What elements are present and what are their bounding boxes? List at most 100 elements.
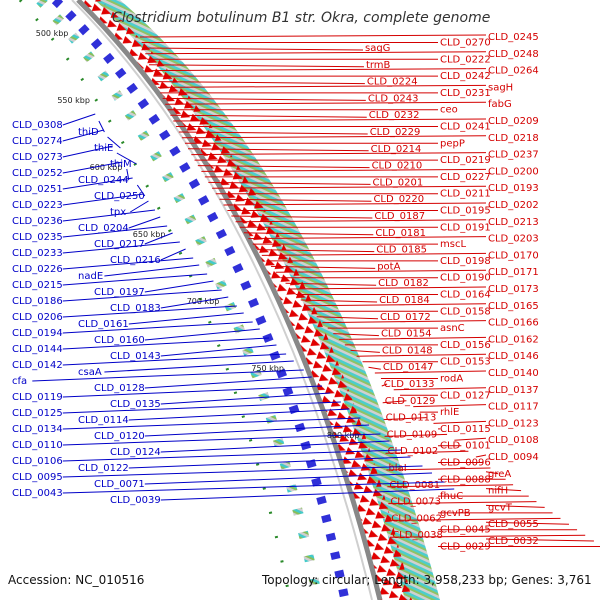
reverse-gene-connector [128, 216, 161, 229]
forward-gene-connector [485, 471, 499, 475]
reverse-gene-label: CLD_0204 [78, 223, 129, 234]
forward-gene-label: CLD_0115 [440, 424, 491, 435]
reverse-gene-label: CLD_0071 [94, 479, 145, 490]
forward-gene-connector [285, 282, 377, 286]
forward-gene-label: CLD_0148 [382, 345, 433, 356]
forward-gene-label: CLD_0133 [384, 379, 435, 390]
reverse-gene-label: CLD_0226 [12, 264, 63, 275]
forward-gene-label: CLD_0243 [368, 93, 419, 104]
reverse-gene-label: thiD [78, 127, 99, 138]
reverse-gene-label: CLD_0186 [12, 296, 63, 307]
reverse-gene-label: CLD_0250 [94, 191, 145, 202]
forward-gene-label: CLD_0200 [488, 166, 539, 177]
reverse-gene-connector [62, 161, 123, 174]
reverse-gene-label: CLD_0122 [78, 463, 129, 474]
forward-gene-label: asnC [440, 323, 465, 334]
forward-gene-label: CLD_0101 [440, 441, 491, 452]
forward-gene-label: CLD_0146 [488, 351, 539, 362]
reverse-gene-connector [62, 177, 133, 190]
forward-gene-label: CLD_0213 [488, 217, 539, 228]
forward-gene-label: CLD_0218 [488, 133, 539, 144]
forward-gene-label: pepP [440, 138, 465, 149]
forward-gene-label: rodA [440, 374, 463, 385]
reverse-gene-label: CLD_0124 [110, 447, 161, 458]
forward-gene-label: CLD_0187 [374, 211, 425, 222]
reverse-gene-connector [136, 184, 146, 197]
reverse-gene-label: CLD_0114 [78, 415, 129, 426]
forward-gene-label: CLD_0241 [440, 122, 491, 133]
reverse-gene-label: CLD_0194 [12, 328, 63, 339]
reverse-gene-label: CLD_0143 [110, 351, 161, 362]
forward-gene-label: CLD_0137 [488, 385, 539, 396]
forward-gene-label: sagH [488, 82, 513, 93]
forward-gene-label: CLD_0171 [488, 267, 539, 278]
reverse-gene-connector [144, 376, 312, 389]
topology-summary: Topology: circular; Length: 3,958,233 bp… [262, 573, 592, 587]
forward-gene-connector [235, 219, 487, 223]
forward-gene-connector [339, 336, 487, 340]
forward-gene-connector [475, 454, 487, 458]
forward-gene-label: CLD_0220 [373, 194, 424, 205]
forward-gene-label: mscL [440, 239, 466, 250]
forward-gene-label: gcvPB [440, 508, 471, 519]
reverse-gene-connector [62, 241, 180, 254]
reverse-gene-label: CLD_0251 [12, 184, 63, 195]
forward-gene-label: CLD_0055 [488, 519, 539, 530]
forward-gene-connector [231, 215, 373, 219]
reverse-gene-label: CLD_0235 [12, 232, 63, 243]
reverse-gene-label: CLD_0039 [110, 495, 161, 506]
forward-gene-connector [433, 420, 487, 424]
forward-gene-connector [386, 467, 491, 471]
reverse-gene-connector [62, 401, 341, 414]
forward-gene-label: CLD_0173 [488, 284, 539, 295]
map-title: Clostridium botulinum B1 str. Okra, comp… [112, 10, 491, 26]
forward-gene-label: CLD_0123 [488, 418, 539, 429]
forward-gene-connector [173, 118, 487, 122]
forward-gene-connector [393, 387, 487, 391]
forward-gene-label: CLD_0154 [381, 329, 432, 340]
reverse-strand-band [51, 0, 350, 600]
reverse-gene-label: CLD_0233 [12, 248, 63, 259]
reverse-gene-label: csaA [78, 367, 102, 378]
forward-gene-label: CLD_0193 [488, 183, 539, 194]
forward-gene-connector [390, 534, 586, 538]
forward-gene-connector [143, 47, 364, 51]
forward-gene-connector [387, 484, 514, 488]
forward-gene-label: CLD_0045 [440, 525, 491, 536]
reverse-gene-connector [62, 337, 270, 350]
forward-gene-connector [374, 370, 487, 374]
forward-gene-label: CLD_0201 [373, 177, 424, 188]
reverse-gene-connector [32, 369, 304, 382]
forward-gene-label: fhuC [440, 491, 463, 502]
reverse-cog-ring [36, 0, 323, 600]
reverse-gene-connector [144, 280, 214, 293]
forward-gene-connector [191, 152, 487, 156]
forward-gene-connector [300, 299, 378, 303]
reverse-gene-label: CLD_0308 [12, 120, 63, 131]
reverse-gene-connector [62, 481, 445, 494]
forward-gene-connector [306, 303, 487, 307]
forward-gene-label: CLD_0113 [386, 413, 437, 424]
reverse-gene-connector [62, 449, 402, 462]
forward-gene-connector [212, 185, 487, 189]
position-tick-label: 550 kbp [57, 96, 90, 105]
forward-gene-label: CLD_0231 [440, 88, 491, 99]
forward-gene-connector [248, 236, 487, 240]
reverse-gene-label: CLD_0183 [110, 303, 161, 314]
forward-gene-label: CLD_0210 [372, 161, 423, 172]
reverse-gene-label: CLD_0215 [12, 280, 63, 291]
reverse-gene-connector [160, 344, 277, 357]
reverse-gene-connector [144, 328, 260, 341]
forward-gene-label: CLD_0203 [488, 234, 539, 245]
forward-gene-connector [368, 366, 381, 370]
reverse-gene-label: CLD_0142 [12, 360, 63, 371]
forward-gene-label: CLD_0038 [392, 530, 443, 541]
forward-gene-label: CLD_0270 [440, 38, 491, 49]
forward-gene-label: CLD_0242 [440, 71, 491, 82]
forward-gene-connector [381, 383, 388, 387]
forward-gene-label: ceo [440, 105, 458, 116]
reverse-gene-connector [62, 321, 253, 334]
position-tick-label: 600 kbp [90, 163, 123, 172]
reverse-gene-label: CLD_0120 [94, 431, 145, 442]
